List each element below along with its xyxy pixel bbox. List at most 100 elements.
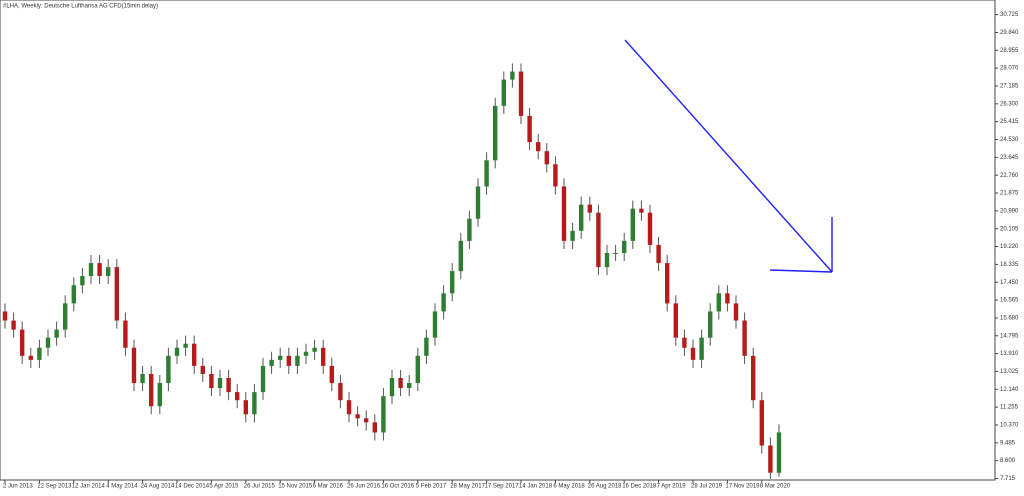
y-tick-label: 30.725 bbox=[1000, 12, 1019, 18]
candle-body bbox=[217, 377, 223, 389]
y-tick-label: 24.530 bbox=[1000, 137, 1019, 143]
candle-body bbox=[192, 343, 197, 366]
candle-body bbox=[11, 320, 16, 330]
candle-body bbox=[54, 329, 59, 338]
candle-body bbox=[252, 392, 257, 415]
y-tick-label: 14.795 bbox=[1000, 333, 1019, 339]
candle-body bbox=[286, 355, 291, 366]
y-tick-label: 20.990 bbox=[1000, 208, 1019, 214]
y-tick-label: 17.450 bbox=[1000, 280, 1019, 286]
candle-body bbox=[673, 303, 678, 338]
candle-body bbox=[235, 392, 240, 401]
y-tick-label: 23.645 bbox=[1000, 155, 1019, 161]
candle-body bbox=[415, 355, 420, 384]
candle-body bbox=[699, 337, 704, 360]
candle-body bbox=[303, 351, 309, 356]
y-tick-label: 20.105 bbox=[1000, 226, 1019, 232]
y-tick-label: 8.600 bbox=[1000, 458, 1016, 464]
x-tick-label: 28 May 2017 bbox=[450, 484, 485, 490]
candle-body bbox=[372, 422, 377, 433]
candle-body bbox=[561, 186, 567, 241]
y-tick-label: 28.955 bbox=[1000, 48, 1019, 54]
y-tick-label: 19.220 bbox=[1000, 244, 1019, 250]
candle-body bbox=[321, 347, 326, 366]
x-tick-label: 17 Sep 2017 bbox=[485, 484, 520, 490]
y-tick-label: 25.415 bbox=[1000, 119, 1019, 125]
trend-arrow bbox=[624, 39, 833, 273]
candle-body bbox=[226, 377, 231, 393]
x-tick-label: 16 Dec 2018 bbox=[622, 484, 657, 490]
candle-body bbox=[338, 383, 343, 401]
candle-body bbox=[570, 230, 575, 241]
candle-body bbox=[553, 164, 558, 187]
candle-body bbox=[80, 275, 85, 286]
x-tick-label: 4 May 2014 bbox=[106, 484, 138, 490]
candle-body bbox=[432, 311, 438, 338]
candle-body bbox=[708, 311, 713, 338]
y-tick-label: 12.140 bbox=[1000, 387, 1019, 393]
candle-body bbox=[587, 204, 592, 213]
candle-body bbox=[467, 218, 472, 241]
candle-body bbox=[243, 400, 248, 415]
x-tick-label: 26 Aug 2018 bbox=[588, 484, 622, 490]
candle-body bbox=[166, 355, 171, 384]
candle-body bbox=[768, 445, 773, 473]
candle-body bbox=[596, 212, 601, 268]
y-tick-label: 15.680 bbox=[1000, 315, 1019, 321]
candle-body bbox=[518, 71, 524, 116]
x-tick-label: 26 Jun 2016 bbox=[347, 484, 381, 490]
x-tick-label: 6 Mar 2016 bbox=[313, 484, 344, 490]
y-tick-label: 9.485 bbox=[1000, 440, 1016, 446]
candle-body bbox=[200, 365, 205, 374]
candle-body bbox=[295, 355, 300, 366]
candle-body bbox=[759, 400, 764, 446]
candle-body bbox=[716, 293, 721, 312]
candle-body bbox=[510, 71, 515, 80]
candle-body bbox=[407, 383, 412, 389]
candle-body bbox=[579, 204, 584, 231]
candle-body bbox=[389, 377, 395, 397]
candle-body bbox=[209, 373, 214, 389]
x-tick-label: 7 Apr 2019 bbox=[657, 484, 687, 490]
candle-body bbox=[725, 293, 730, 304]
x-tick-label: 6 May 2018 bbox=[553, 484, 585, 490]
candle-body bbox=[690, 347, 696, 360]
candle-body bbox=[776, 432, 782, 473]
candle-body bbox=[131, 347, 137, 384]
candle-body bbox=[45, 337, 51, 348]
x-tick-label: 12 Jan 2014 bbox=[72, 484, 106, 490]
candle-body bbox=[665, 263, 670, 304]
candle-body bbox=[493, 105, 498, 161]
plot-frame bbox=[0, 0, 996, 481]
candle-body bbox=[28, 355, 33, 360]
candle-body bbox=[20, 329, 25, 356]
candle-body bbox=[742, 320, 747, 356]
candle-body bbox=[604, 252, 610, 268]
y-tick-label: 21.875 bbox=[1000, 191, 1019, 197]
candle-body bbox=[329, 365, 334, 384]
y-tick-label: 29.840 bbox=[1000, 30, 1019, 36]
y-tick-label: 28.070 bbox=[1000, 66, 1019, 72]
candle-body bbox=[88, 263, 94, 276]
y-tick-label: 22.760 bbox=[1000, 173, 1019, 179]
x-tick-label: 5 Apr 2015 bbox=[209, 484, 239, 490]
candle-body bbox=[114, 267, 119, 321]
x-tick-label: 26 Jul 2015 bbox=[244, 484, 276, 490]
candle-body bbox=[475, 186, 481, 219]
candle-body bbox=[527, 115, 532, 143]
candle-body bbox=[656, 244, 661, 264]
x-tick-label: 17 Nov 2019 bbox=[725, 484, 760, 490]
y-tick-label: 13.025 bbox=[1000, 369, 1019, 375]
candle-body bbox=[424, 337, 429, 356]
candle-body bbox=[458, 240, 463, 272]
candle-body bbox=[269, 359, 274, 366]
y-tick-label: 7.715 bbox=[1000, 476, 1016, 482]
candle-body bbox=[355, 414, 360, 419]
candle-body bbox=[37, 347, 42, 360]
x-tick-label: 24 Aug 2014 bbox=[141, 484, 175, 490]
candle-body bbox=[260, 365, 266, 393]
candle-body bbox=[71, 285, 76, 304]
x-tick-label: 28 Jul 2019 bbox=[691, 484, 723, 490]
candle-body bbox=[364, 418, 369, 423]
